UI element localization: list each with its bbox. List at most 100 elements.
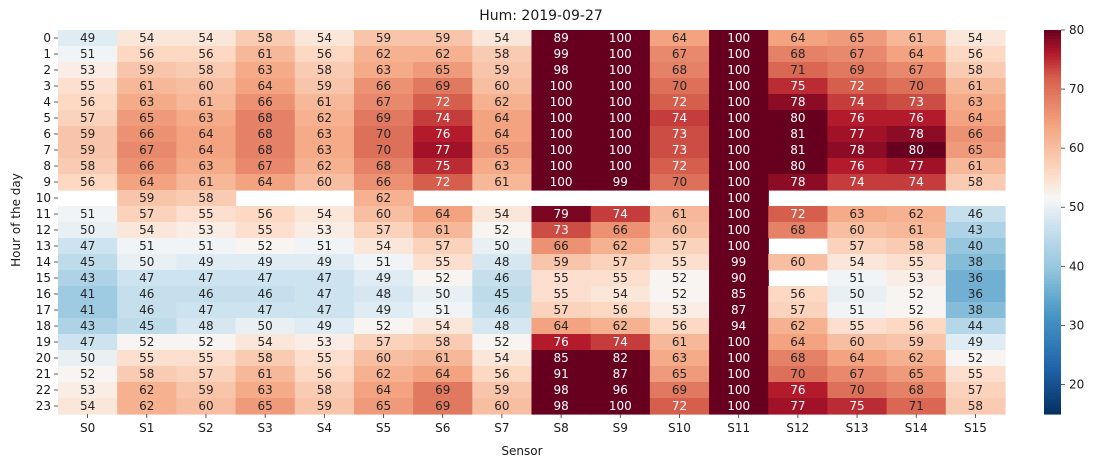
cell-value-label: 100 <box>609 127 632 141</box>
cell-value-label: 59 <box>435 31 450 45</box>
heatmap-cell <box>886 254 947 271</box>
heatmap-cell <box>886 350 947 367</box>
heatmap-cell <box>590 174 651 191</box>
heatmap-cell <box>58 254 118 271</box>
cell-value-label: 66 <box>139 159 154 173</box>
cell-value-label: 51 <box>435 303 450 317</box>
colorbar-segment <box>1044 50 1061 55</box>
cell-value-label: 69 <box>435 79 450 93</box>
cell-value-label: 100 <box>727 143 750 157</box>
heatmap-cell <box>413 270 473 287</box>
cell-value-label: 100 <box>550 127 573 141</box>
colorbar-segment <box>1044 32 1061 37</box>
heatmap-cell <box>531 382 592 399</box>
heatmap-cell <box>886 366 947 383</box>
cell-value-label: 61 <box>494 175 509 189</box>
cell-value-label: 60 <box>198 79 213 93</box>
colorbar-segment <box>1044 162 1061 167</box>
cell-value-label: 63 <box>494 159 509 173</box>
heatmap-cell <box>709 174 769 191</box>
cell-value-label: 52 <box>80 367 95 381</box>
colorbar-segment <box>1044 198 1061 202</box>
cell-value-label: 64 <box>494 127 509 141</box>
heatmap-cell <box>649 206 710 223</box>
heatmap-cell <box>709 302 769 319</box>
y-tick-label: 0 <box>43 31 51 45</box>
cell-value-label: 72 <box>672 399 687 413</box>
cell-value-label: 68 <box>790 351 805 365</box>
cell-value-label: 61 <box>672 207 687 221</box>
colorbar-segment <box>1044 239 1061 244</box>
heatmap-cell <box>294 382 355 399</box>
cell-value-label: 47 <box>258 303 273 317</box>
heatmap-cell <box>945 174 1006 191</box>
cell-value-label: 76 <box>553 335 568 349</box>
cell-value-label: 46 <box>494 303 509 317</box>
cell-annotations: 49 54 54 58 54 59 59 54 89 100 64 100 64 65 61 54 51 56 56… <box>80 31 983 413</box>
cell-value-label: 64 <box>849 351 864 365</box>
heatmap-cell <box>294 286 355 303</box>
cell-value-label: 56 <box>909 319 924 333</box>
colorbar-tick-label: 50 <box>1069 200 1084 214</box>
cell-value-label: 46 <box>139 287 154 301</box>
heatmap-cell <box>235 398 296 415</box>
cell-value-label: 64 <box>198 127 213 141</box>
heatmap-cell <box>58 62 118 79</box>
cell-value-label: 57 <box>198 367 213 381</box>
heatmap-cell <box>294 78 355 95</box>
heatmap-cell <box>117 302 177 319</box>
cell-value-label: 72 <box>849 79 864 93</box>
heatmap-cell <box>886 142 947 159</box>
cell-value-label: 62 <box>790 319 805 333</box>
heatmap-cell <box>827 62 888 79</box>
colorbar-segment <box>1044 357 1061 362</box>
cell-value-label: 56 <box>968 47 983 61</box>
y-tick-label: 15 <box>36 271 51 285</box>
heatmap-cell <box>353 254 414 271</box>
heatmap-cell <box>827 78 888 95</box>
heatmap-cell <box>176 238 237 255</box>
cell-value-label: 52 <box>435 271 450 285</box>
heatmap-cell <box>117 174 177 191</box>
heatmap-cell <box>649 366 710 383</box>
colorbar-segment <box>1044 30 1061 34</box>
cell-value-label: 61 <box>258 47 273 61</box>
heatmap-cell <box>472 126 533 143</box>
x-tick-label: S8 <box>553 421 568 435</box>
heatmap-cell <box>709 78 769 95</box>
heatmap-cell <box>709 110 769 127</box>
cell-value-label: 41 <box>80 287 95 301</box>
cell-value-label: 57 <box>80 111 95 125</box>
heatmap-cell <box>353 350 414 367</box>
cell-value-label: 100 <box>727 367 750 381</box>
cell-value-label: 62 <box>376 191 391 205</box>
heatmap-cell <box>590 126 651 143</box>
heatmap-cell <box>176 190 237 207</box>
cell-value-label: 40 <box>968 239 983 253</box>
cell-value-label: 57 <box>435 239 450 253</box>
cell-value-label: 49 <box>376 303 391 317</box>
heatmap-cell <box>649 382 710 399</box>
colorbar-segment <box>1044 313 1061 318</box>
cell-value-label: 53 <box>317 335 332 349</box>
colorbar-segment <box>1044 192 1061 197</box>
cell-value-label: 48 <box>376 287 391 301</box>
cell-value-label: 47 <box>258 271 273 285</box>
heatmap-cell <box>353 222 414 239</box>
heatmap-cell <box>117 206 177 223</box>
heatmap-cell <box>176 142 237 159</box>
colorbar-segment <box>1044 405 1061 409</box>
cell-value-label: 90 <box>731 271 746 285</box>
colorbar-segment <box>1044 372 1061 377</box>
heatmap-cell <box>945 302 1006 319</box>
cell-value-label: 61 <box>317 95 332 109</box>
colorbar-segment <box>1044 286 1061 291</box>
heatmap-cell <box>413 110 473 127</box>
cell-value-label: 68 <box>258 127 273 141</box>
heatmap-cell <box>235 30 296 47</box>
heatmap-cell <box>235 158 296 175</box>
heatmap-cell <box>472 206 533 223</box>
colorbar-segment <box>1044 71 1061 75</box>
heatmap-cell <box>886 126 947 143</box>
cell-value-label: 100 <box>727 159 750 173</box>
